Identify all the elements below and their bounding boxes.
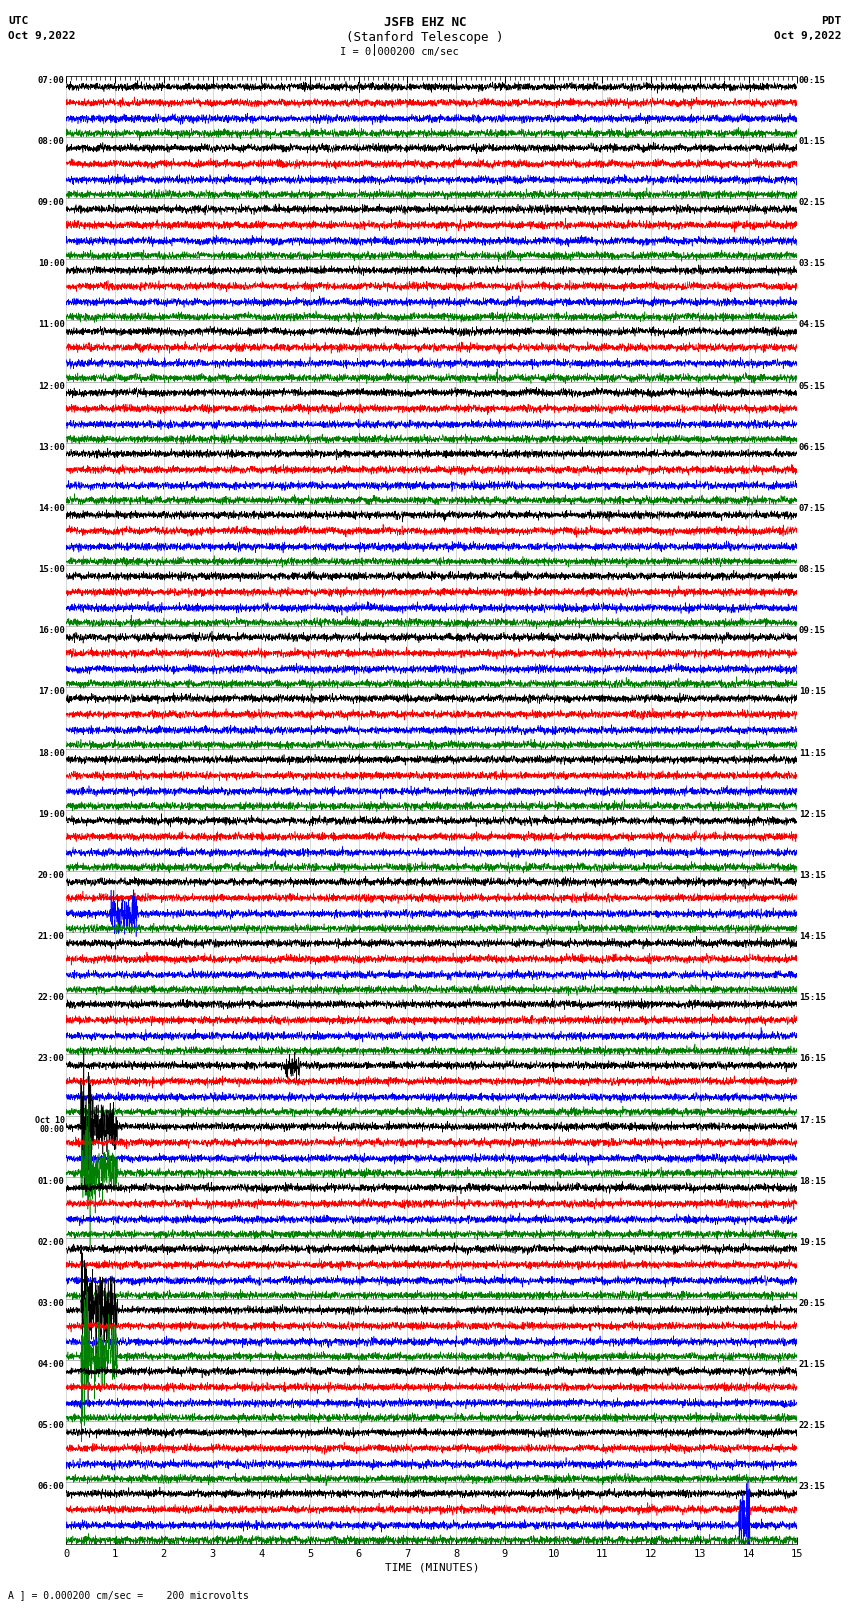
Text: 16:00: 16:00 — [38, 626, 65, 636]
Text: 14:15: 14:15 — [799, 932, 825, 940]
Text: PDT: PDT — [821, 16, 842, 26]
Text: 00:15: 00:15 — [799, 76, 825, 85]
Text: Oct 9,2022: Oct 9,2022 — [8, 31, 76, 40]
Text: 18:15: 18:15 — [799, 1177, 825, 1186]
Text: 19:15: 19:15 — [799, 1237, 825, 1247]
Text: 01:15: 01:15 — [799, 137, 825, 145]
Text: 21:15: 21:15 — [799, 1360, 825, 1369]
Text: 16:15: 16:15 — [799, 1055, 825, 1063]
Text: 19:00: 19:00 — [38, 810, 65, 819]
Text: 07:15: 07:15 — [799, 503, 825, 513]
Text: 23:00: 23:00 — [38, 1055, 65, 1063]
Text: 17:00: 17:00 — [38, 687, 65, 697]
Text: 08:00: 08:00 — [38, 137, 65, 145]
Text: 09:00: 09:00 — [38, 198, 65, 206]
Text: 06:00: 06:00 — [38, 1482, 65, 1492]
Text: 06:15: 06:15 — [799, 444, 825, 452]
Text: 07:00: 07:00 — [38, 76, 65, 85]
Text: 03:00: 03:00 — [38, 1298, 65, 1308]
Text: 10:00: 10:00 — [38, 260, 65, 268]
Text: 02:15: 02:15 — [799, 198, 825, 206]
Text: 03:15: 03:15 — [799, 260, 825, 268]
Text: 13:00: 13:00 — [38, 444, 65, 452]
Text: 10:15: 10:15 — [799, 687, 825, 697]
Text: 11:15: 11:15 — [799, 748, 825, 758]
Text: 04:15: 04:15 — [799, 321, 825, 329]
Text: 13:15: 13:15 — [799, 871, 825, 879]
Text: 15:00: 15:00 — [38, 565, 65, 574]
Text: JSFB EHZ NC: JSFB EHZ NC — [383, 16, 467, 29]
Text: 05:00: 05:00 — [38, 1421, 65, 1431]
Text: 04:00: 04:00 — [38, 1360, 65, 1369]
Text: 21:00: 21:00 — [38, 932, 65, 940]
Text: 23:15: 23:15 — [799, 1482, 825, 1492]
Text: 22:15: 22:15 — [799, 1421, 825, 1431]
Text: 12:15: 12:15 — [799, 810, 825, 819]
Text: Oct 10
00:00: Oct 10 00:00 — [35, 1116, 65, 1134]
Text: 18:00: 18:00 — [38, 748, 65, 758]
Text: (Stanford Telescope ): (Stanford Telescope ) — [346, 31, 504, 44]
Text: 08:15: 08:15 — [799, 565, 825, 574]
Text: I = 0.000200 cm/sec: I = 0.000200 cm/sec — [340, 47, 459, 56]
Text: 01:00: 01:00 — [38, 1177, 65, 1186]
Text: Oct 9,2022: Oct 9,2022 — [774, 31, 842, 40]
Text: 20:00: 20:00 — [38, 871, 65, 879]
Text: 22:00: 22:00 — [38, 994, 65, 1002]
Text: 02:00: 02:00 — [38, 1237, 65, 1247]
Text: 05:15: 05:15 — [799, 382, 825, 390]
Text: 11:00: 11:00 — [38, 321, 65, 329]
Text: 15:15: 15:15 — [799, 994, 825, 1002]
Text: 09:15: 09:15 — [799, 626, 825, 636]
Text: 20:15: 20:15 — [799, 1298, 825, 1308]
Text: 12:00: 12:00 — [38, 382, 65, 390]
Text: 17:15: 17:15 — [799, 1116, 825, 1124]
X-axis label: TIME (MINUTES): TIME (MINUTES) — [384, 1563, 479, 1573]
Text: A ] = 0.000200 cm/sec =    200 microvolts: A ] = 0.000200 cm/sec = 200 microvolts — [8, 1590, 249, 1600]
Text: 14:00: 14:00 — [38, 503, 65, 513]
Text: UTC: UTC — [8, 16, 29, 26]
